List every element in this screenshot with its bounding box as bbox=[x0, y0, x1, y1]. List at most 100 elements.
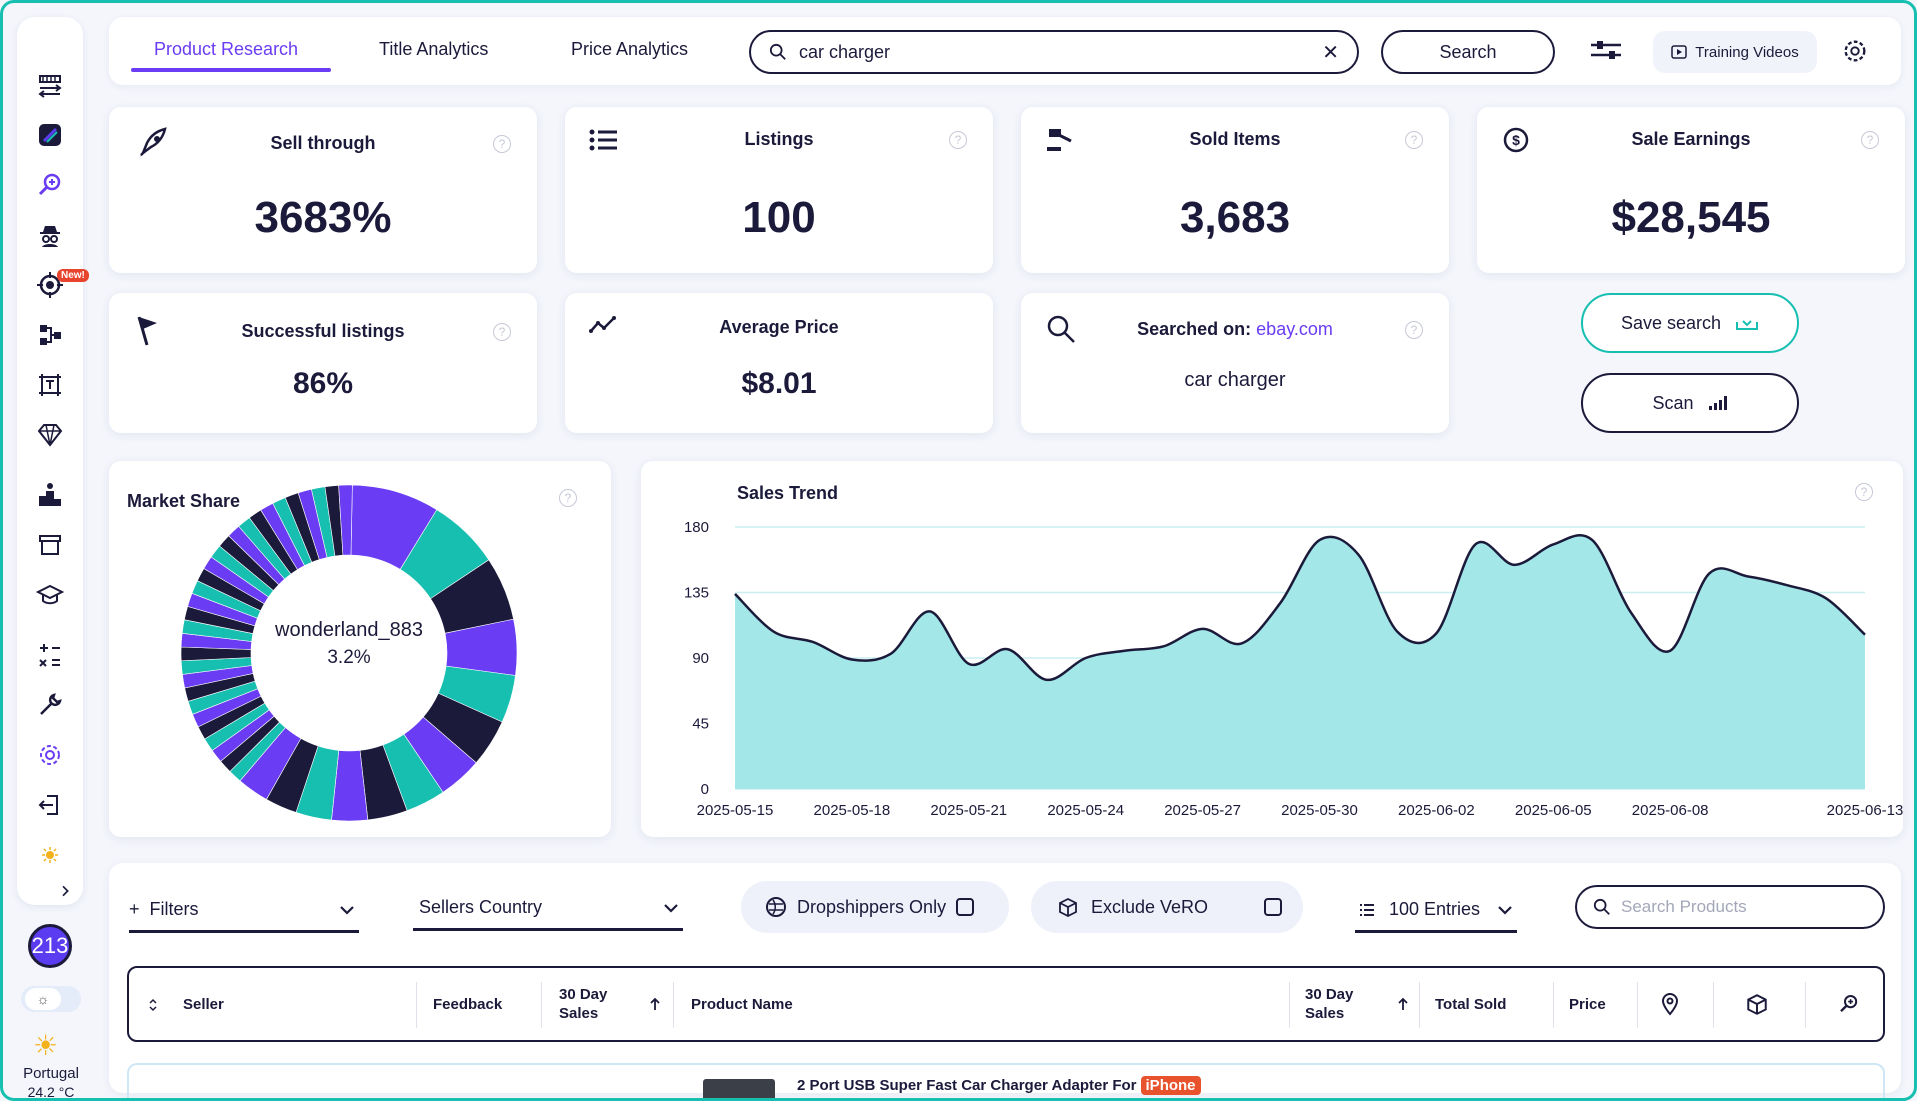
sidebar-item-competitor[interactable] bbox=[17, 215, 83, 255]
sidebar-item-logout[interactable] bbox=[17, 785, 83, 825]
data-point[interactable] bbox=[1742, 570, 1754, 582]
clear-search-icon[interactable]: ✕ bbox=[1322, 42, 1339, 64]
sun-toggle-icon: ☼ bbox=[25, 988, 61, 1010]
help-icon[interactable]: ? bbox=[1855, 483, 1873, 501]
data-point[interactable] bbox=[1119, 645, 1131, 657]
adjust-filters-button[interactable] bbox=[1589, 37, 1623, 68]
dropshippers-checkbox[interactable] bbox=[956, 898, 975, 916]
data-point[interactable] bbox=[1703, 568, 1715, 580]
data-point[interactable] bbox=[1041, 674, 1053, 686]
data-point[interactable] bbox=[963, 658, 975, 670]
sidebar-item-title-builder[interactable] bbox=[17, 365, 83, 405]
magnifier-plus-icon[interactable] bbox=[1837, 992, 1861, 1016]
data-point[interactable] bbox=[1586, 534, 1598, 546]
data-point[interactable] bbox=[924, 605, 936, 617]
searched-query: car charger bbox=[1184, 369, 1286, 391]
entries-dropdown[interactable]: 100 Entries bbox=[1355, 889, 1517, 933]
tab-title-analytics[interactable]: Title Analytics bbox=[379, 39, 489, 59]
sold-items-card: Sold Items ? 3,683 bbox=[1021, 107, 1449, 273]
sales-trend-line[interactable] bbox=[734, 534, 1866, 682]
save-search-button[interactable]: Save search bbox=[1581, 293, 1799, 353]
training-videos-button[interactable]: Training Videos bbox=[1653, 31, 1817, 73]
sidebar-item-calculator[interactable] bbox=[17, 635, 83, 675]
theme-toggle[interactable]: ☼ bbox=[21, 986, 81, 1012]
filters-dropdown[interactable]: + Filters bbox=[129, 889, 359, 933]
data-point[interactable] bbox=[1625, 607, 1637, 619]
sidebar-item-transfer[interactable] bbox=[17, 65, 83, 105]
data-point[interactable] bbox=[1313, 534, 1325, 546]
sidebar-item-archive[interactable] bbox=[17, 525, 83, 565]
sidebar-item-brand[interactable] bbox=[17, 115, 83, 155]
tab-price-analytics[interactable]: Price Analytics bbox=[571, 39, 689, 59]
data-point[interactable] bbox=[1236, 637, 1248, 649]
help-icon[interactable]: ? bbox=[493, 323, 511, 341]
sidebar-item-hierarchy[interactable] bbox=[17, 315, 83, 355]
exclude-vero-checkbox[interactable] bbox=[1264, 898, 1283, 916]
marketplace-link[interactable]: ebay.com bbox=[1256, 319, 1333, 339]
col-product-name[interactable]: Product Name bbox=[691, 995, 793, 1013]
col-total-sold[interactable]: Total Sold bbox=[1435, 995, 1507, 1013]
sidebar-item-target[interactable]: New! bbox=[17, 265, 89, 305]
market-share-donut[interactable] bbox=[179, 483, 519, 823]
data-point[interactable] bbox=[1469, 538, 1481, 550]
graduation-cap-icon bbox=[35, 584, 65, 605]
data-point[interactable] bbox=[1197, 623, 1209, 635]
data-point[interactable] bbox=[1664, 645, 1676, 657]
sidebar-expand-button[interactable] bbox=[17, 879, 83, 903]
donut-slice[interactable] bbox=[338, 484, 353, 556]
data-point[interactable] bbox=[1547, 538, 1559, 550]
help-icon[interactable]: ? bbox=[949, 131, 967, 149]
tab-product-research[interactable]: Product Research bbox=[154, 39, 299, 59]
credits-badge[interactable]: 213 bbox=[28, 924, 72, 968]
data-point[interactable] bbox=[1859, 629, 1871, 641]
table-row[interactable]: 2 Port USB Super Fast Car Charger Adapte… bbox=[127, 1063, 1885, 1098]
help-icon[interactable]: ? bbox=[493, 135, 511, 153]
dropshippers-filter[interactable]: Dropshippers Only bbox=[741, 881, 1009, 933]
exclude-vero-filter[interactable]: Exclude VeRO bbox=[1031, 881, 1303, 933]
data-point[interactable] bbox=[1158, 640, 1170, 652]
sales-trend-chart[interactable]: 0 45 90 135 180 2025-05-15 2025-05-18 2025-05-2… bbox=[641, 461, 1903, 837]
data-point[interactable] bbox=[1002, 643, 1014, 655]
sellers-country-dropdown[interactable]: Sellers Country bbox=[413, 887, 683, 931]
sidebar-item-settings[interactable] bbox=[17, 735, 83, 775]
data-point[interactable] bbox=[1352, 549, 1364, 561]
col-price[interactable]: Price bbox=[1569, 995, 1606, 1013]
search-button[interactable]: Search bbox=[1381, 30, 1555, 74]
data-point[interactable] bbox=[1781, 579, 1793, 591]
help-icon[interactable]: ? bbox=[1405, 321, 1423, 339]
data-point[interactable] bbox=[885, 648, 897, 660]
data-point[interactable] bbox=[768, 626, 780, 638]
data-point[interactable] bbox=[1080, 652, 1092, 664]
col-seller[interactable]: Seller bbox=[183, 995, 224, 1013]
data-point[interactable] bbox=[1508, 559, 1520, 571]
sold-items-title: Sold Items bbox=[1189, 129, 1281, 149]
col-30-day-sales[interactable]: 30 Day Sales bbox=[559, 986, 608, 1022]
product-name[interactable]: 2 Port USB Super Fast Car Charger Adapte… bbox=[797, 1076, 1201, 1095]
help-icon[interactable]: ? bbox=[559, 489, 577, 507]
sidebar-item-leaderboard[interactable] bbox=[17, 475, 83, 515]
sort-icon[interactable] bbox=[147, 997, 159, 1013]
arrow-up-icon[interactable] bbox=[649, 996, 661, 1012]
data-point[interactable] bbox=[807, 636, 819, 648]
settings-button[interactable] bbox=[1841, 37, 1869, 70]
data-point[interactable] bbox=[1820, 592, 1832, 604]
data-point[interactable] bbox=[729, 588, 741, 600]
data-point[interactable] bbox=[1391, 626, 1403, 638]
scan-button[interactable]: Scan bbox=[1581, 373, 1799, 433]
arrow-up-icon[interactable] bbox=[1397, 996, 1409, 1012]
box-icon[interactable] bbox=[1745, 992, 1769, 1016]
product-search-input[interactable] bbox=[1621, 897, 1861, 917]
help-icon[interactable]: ? bbox=[1861, 131, 1879, 149]
sidebar-item-tools[interactable] bbox=[17, 685, 83, 725]
data-point[interactable] bbox=[1430, 627, 1442, 639]
sidebar-item-research[interactable] bbox=[17, 165, 83, 205]
col-30-day-sales-2[interactable]: 30 Day Sales bbox=[1305, 986, 1354, 1022]
data-point[interactable] bbox=[846, 653, 858, 665]
sidebar-item-academy[interactable] bbox=[17, 575, 83, 615]
help-icon[interactable]: ? bbox=[1405, 131, 1423, 149]
col-feedback[interactable]: Feedback bbox=[433, 995, 503, 1013]
data-point[interactable] bbox=[1275, 597, 1287, 609]
location-pin-icon[interactable] bbox=[1659, 992, 1681, 1016]
sidebar-item-premium[interactable] bbox=[17, 415, 83, 455]
search-input[interactable] bbox=[799, 41, 1299, 63]
